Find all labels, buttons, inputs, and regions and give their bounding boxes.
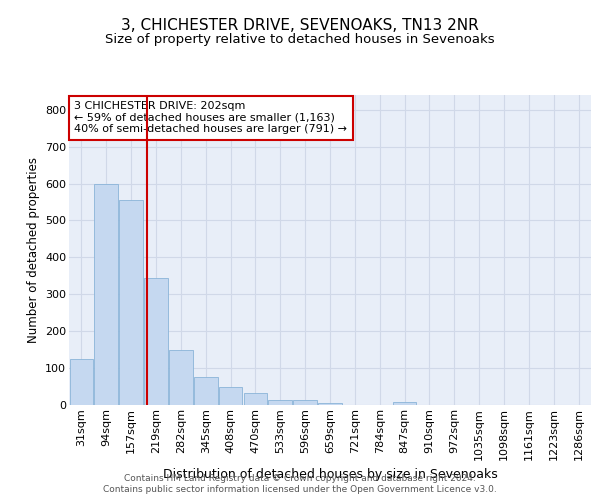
Bar — [144, 278, 168, 405]
Text: 3, CHICHESTER DRIVE, SEVENOAKS, TN13 2NR: 3, CHICHESTER DRIVE, SEVENOAKS, TN13 2NR — [121, 18, 479, 32]
Bar — [94, 184, 118, 405]
Bar — [318, 403, 342, 405]
Text: Contains HM Land Registry data © Crown copyright and database right 2024.
Contai: Contains HM Land Registry data © Crown c… — [103, 474, 497, 494]
Text: Size of property relative to detached houses in Sevenoaks: Size of property relative to detached ho… — [105, 32, 495, 46]
Y-axis label: Number of detached properties: Number of detached properties — [26, 157, 40, 343]
Bar — [119, 200, 143, 405]
Bar — [268, 400, 292, 405]
Bar — [194, 378, 218, 405]
Bar — [219, 386, 242, 405]
Bar — [293, 400, 317, 405]
Bar — [169, 350, 193, 405]
Bar — [393, 402, 416, 405]
Text: 3 CHICHESTER DRIVE: 202sqm
← 59% of detached houses are smaller (1,163)
40% of s: 3 CHICHESTER DRIVE: 202sqm ← 59% of deta… — [74, 101, 347, 134]
Bar — [244, 393, 267, 405]
X-axis label: Distribution of detached houses by size in Sevenoaks: Distribution of detached houses by size … — [163, 468, 497, 481]
Bar — [70, 359, 93, 405]
